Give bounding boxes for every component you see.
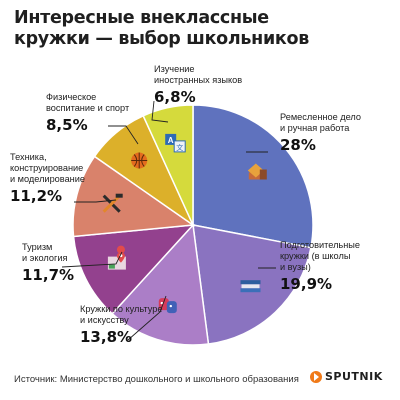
craft-icon [247,163,267,180]
source-note: Источник: Министерство дошкольного и шко… [14,374,299,385]
slice-label-line: и искусству [80,315,129,325]
slice-label-line: кружки (в школы [280,251,350,261]
pie-slice [111,223,210,346]
svg-text:文: 文 [176,143,183,152]
title-line-2: кружки — выбор школьников [14,29,310,49]
slice-labels: Ремесленное дело и ручная работа 28% Подгот… [10,64,361,346]
slice-value: 19,9% [280,275,332,293]
pie-slices [72,104,314,346]
slice-label-line: и моделирование [10,174,85,184]
leader-line [151,100,169,123]
books-icon [240,280,261,293]
sputnik-logo-icon [310,370,322,383]
slice-icons: A文 [102,133,267,314]
slice-label-line: иностранных языков [154,75,242,85]
slice-label-line: Подготовительные [280,240,360,250]
slice-label-line: Кружки по культуре [80,304,163,314]
page-title: Интересные внеклассные кружки — выбор шк… [14,8,314,50]
tools-icon [102,193,123,213]
brand-logo: SPUTNIK [310,370,383,383]
slice-label: Туризм и экология [22,242,67,263]
slice-label: Изучение иностранных языков [154,64,242,85]
slice-label: Физическое воспитание и спорт [46,92,130,113]
slice-label-line: и экология [22,253,67,263]
slice-label-line: Туризм [22,242,52,252]
slice-label-line: Ремесленное дело [280,112,361,122]
slice-label-line: и вузы) [280,262,311,272]
slice-label: Подготовительные кружки (в школы и вузы) [280,240,360,272]
leader-line [127,295,167,341]
slice-value: 11,7% [22,266,74,284]
svg-text:A: A [168,136,174,145]
title-line-1: Интересные внеклассные [14,8,269,28]
slice-label-line: Изучение [154,64,195,74]
slice-label: Ремесленное дело и ручная работа [280,112,361,133]
theater-masks-icon [158,298,177,314]
slice-label: Техника, конструирование и моделирование [10,152,85,184]
slice-label-line: Техника, [10,152,47,162]
slice-value: 11,2% [10,187,62,205]
sports-ball-icon [131,152,148,169]
pie-slice [72,224,195,315]
leader-line [61,251,123,268]
pie-slice [72,155,196,238]
slice-label: Кружки по культуре и искусству [80,304,163,325]
slice-value: 8,5% [46,116,88,134]
leader-line [108,125,139,145]
slice-value: 6,8% [154,88,196,106]
leader-line [74,199,117,203]
leader-lines [61,100,276,341]
slice-label-line: воспитание и спорт [46,103,130,113]
slice-label-line: Физическое [46,92,96,102]
translate-icon: A文 [165,133,186,153]
slice-value: 28% [280,136,316,154]
slice-label-line: и ручная работа [280,123,350,133]
logo-text: SPUTNIK [325,370,383,383]
slice-value: 13,8% [80,328,132,346]
slice-label-line: конструирование [10,163,83,173]
pie-slice [142,104,194,226]
